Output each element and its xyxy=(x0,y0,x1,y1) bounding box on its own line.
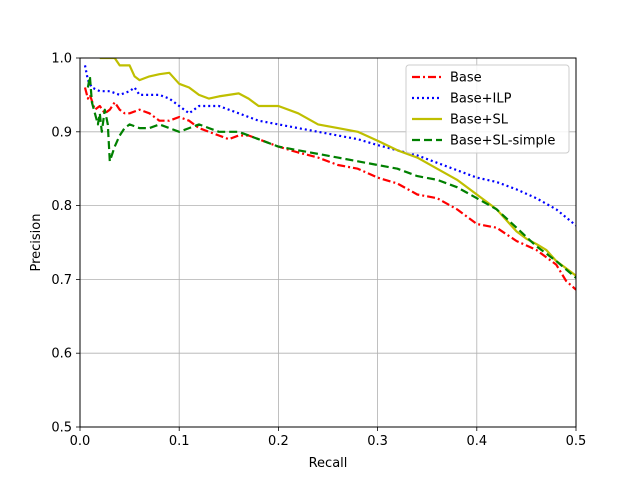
legend-label-2: Base+SL xyxy=(450,113,509,128)
legend-box xyxy=(405,64,570,154)
legend-label-3: Base+SL-simple xyxy=(450,134,555,149)
series-line-2 xyxy=(99,58,576,277)
x-tick-label: 0.1 xyxy=(169,434,190,449)
y-tick-label: 1.0 xyxy=(51,52,72,67)
legend-label-1: Base+ILP xyxy=(450,92,512,107)
legend: Base Base+ILP Base+SL Base+SL-simple xyxy=(405,64,570,154)
y-tick-label: 0.9 xyxy=(51,125,72,140)
y-tick-label: 0.6 xyxy=(51,347,72,362)
y-tick-label: 0.7 xyxy=(51,273,72,288)
x-tick-label: 0.2 xyxy=(268,434,289,449)
y-tick-label: 0.8 xyxy=(51,199,72,214)
x-tick-label: 0.4 xyxy=(466,434,487,449)
tick-layer: 0.0 0.1 0.2 0.3 0.4 0.5 0.5 0.6 0.7 0.8 0.9 1.0 xyxy=(51,52,586,450)
plot-frame xyxy=(79,57,577,428)
x-tick-label: 0.0 xyxy=(70,434,91,449)
series-line-0 xyxy=(83,87,576,291)
series-line-3 xyxy=(86,75,576,279)
y-axis-label: Precision xyxy=(29,213,44,271)
legend-label-0: Base xyxy=(450,71,482,86)
series-layer xyxy=(83,58,576,291)
x-tick-label: 0.3 xyxy=(367,434,388,449)
y-tick-label: 0.5 xyxy=(51,421,72,436)
x-tick-label: 0.5 xyxy=(566,434,587,449)
x-axis-label: Recall xyxy=(309,456,348,471)
